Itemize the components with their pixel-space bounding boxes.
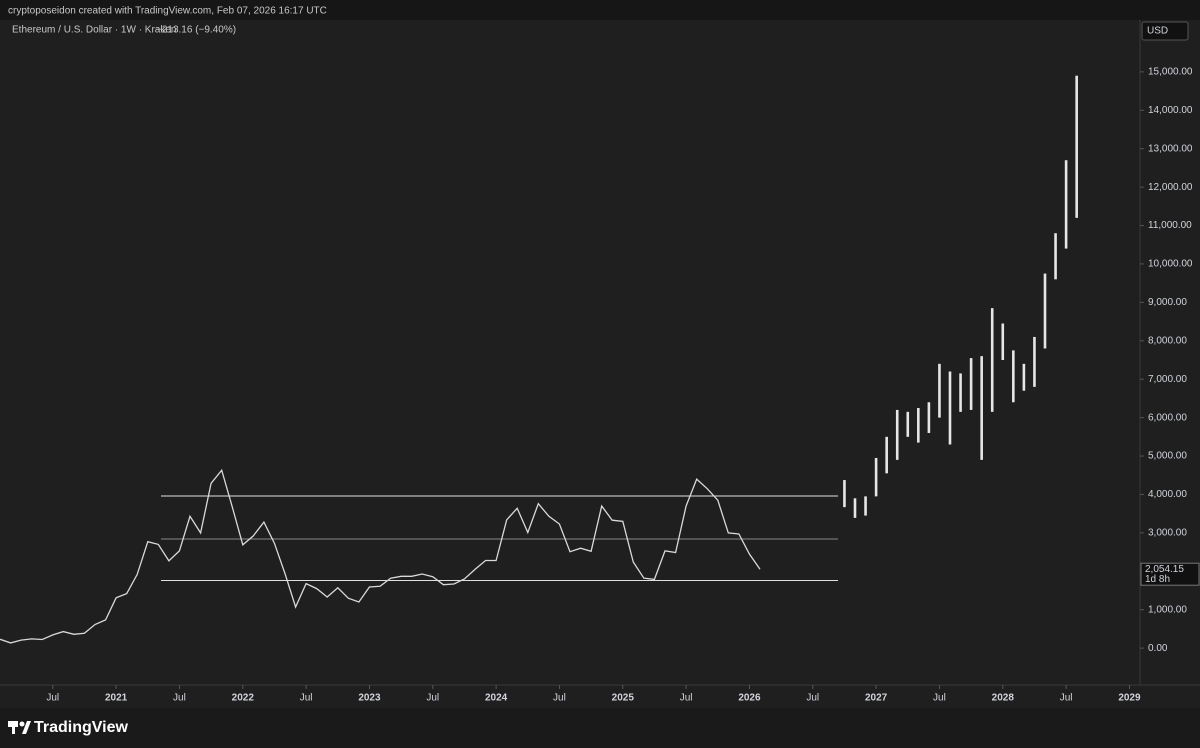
projection-bar: [1054, 233, 1057, 280]
projection-bar: [938, 363, 941, 418]
projection-bar: [990, 308, 994, 412]
symbol: Ethereum / U.S. Dollar · 1W · Kraken: [12, 25, 177, 36]
countdown: 1d 8h: [1145, 574, 1170, 585]
projection-bar: [1033, 336, 1036, 387]
x-tick-label: Jul: [933, 693, 946, 704]
projection-bar: [853, 498, 857, 518]
x-tick-label: Jul: [426, 693, 439, 704]
y-tick-label: 12,000.00: [1148, 182, 1193, 193]
y-tick-label: 11,000.00: [1148, 220, 1192, 231]
y-tick-label: 7,000.00: [1148, 374, 1187, 385]
last-price-box: [1140, 562, 1200, 586]
projection-bar: [885, 436, 888, 474]
projection-bar: [1001, 323, 1005, 360]
projection-bar: [1043, 273, 1047, 349]
credit: cryptoposeidon created with TradingView.…: [8, 6, 327, 17]
x-tick-label: 2026: [738, 693, 761, 704]
y-tick-label: 10,000.00: [1148, 259, 1193, 270]
projection-bar: [1075, 75, 1078, 218]
y-tick-label: 5,000.00: [1148, 451, 1187, 462]
projection-bar: [864, 496, 867, 516]
y-tick-label: 8,000.00: [1148, 335, 1187, 346]
last-price: 2,054.15: [1145, 564, 1184, 575]
x-tick-label: 2021: [105, 693, 128, 704]
price-line: [0, 468, 761, 644]
x-tick-label: Jul: [46, 693, 59, 704]
projection-bar: [980, 356, 983, 460]
x-tick-label: 2027: [865, 693, 888, 704]
currency: USD: [1147, 26, 1168, 37]
x-tick-label: Jul: [553, 693, 566, 704]
x-tick-label: 2024: [485, 693, 508, 704]
footer: [0, 708, 1200, 748]
projection-bar: [969, 358, 973, 410]
projection-bar: [927, 402, 931, 433]
projection-bar: [874, 457, 878, 497]
top-bar: [0, 0, 1200, 20]
x-tick-label: Jul: [1060, 693, 1073, 704]
currency-box[interactable]: [1141, 21, 1189, 41]
y-tick-label: 4,000.00: [1148, 489, 1187, 500]
x-tick-label: 2022: [232, 693, 255, 704]
x-tick-label: Jul: [300, 693, 313, 704]
y-tick-label: 3,000.00: [1148, 528, 1187, 539]
y-tick-label: 13,000.00: [1148, 143, 1193, 154]
projection-bar: [1064, 160, 1068, 249]
brand: TradingView: [34, 719, 129, 736]
projection-bar: [1012, 350, 1015, 403]
x-tick-label: 2029: [1118, 693, 1141, 704]
y-tick-label: 0.00: [1148, 643, 1168, 654]
y-tick-label: 9,000.00: [1148, 297, 1187, 308]
logo: [8, 721, 31, 734]
projection-bar: [959, 373, 962, 412]
projection-bar: [895, 409, 899, 460]
x-tick-label: Jul: [680, 693, 693, 704]
projection-bar: [1022, 363, 1026, 391]
y-tick-label: 6,000.00: [1148, 412, 1187, 423]
projection-bar: [906, 411, 910, 437]
y-tick-label: 1,000.00: [1148, 604, 1187, 615]
x-tick-label: Jul: [806, 693, 819, 704]
x-tick-label: 2023: [358, 693, 381, 704]
x-tick-label: 2028: [992, 693, 1015, 704]
projection-bar: [843, 480, 846, 508]
x-tick-label: Jul: [173, 693, 186, 704]
change: −213.16 (−9.40%): [156, 25, 236, 36]
projection-bar: [948, 371, 952, 445]
y-tick-label: 15,000.00: [1148, 67, 1193, 78]
y-tick-label: 14,000.00: [1148, 105, 1193, 116]
projection-bar: [917, 408, 920, 443]
x-tick-label: 2025: [612, 693, 635, 704]
